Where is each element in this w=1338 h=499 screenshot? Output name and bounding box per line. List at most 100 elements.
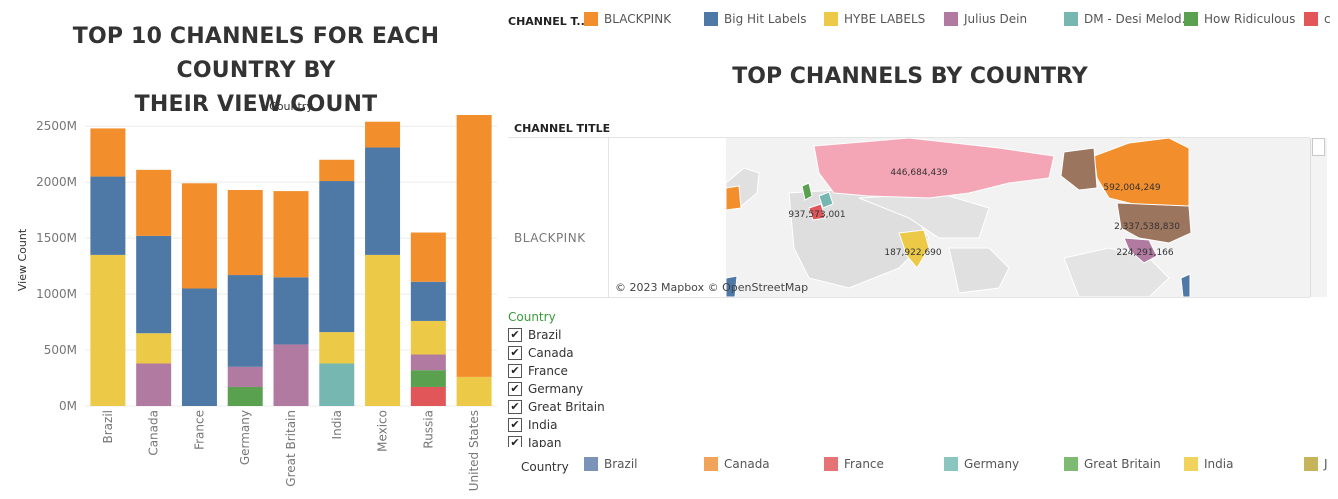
bar-segment[interactable]	[319, 159, 355, 182]
filter-item-great-britain[interactable]: ✔ Great Britain	[508, 399, 605, 415]
filter-item-france[interactable]: ✔ France	[508, 363, 568, 379]
country-legend-france[interactable]: France	[824, 457, 884, 471]
bar-segment[interactable]	[227, 366, 263, 387]
legend-item-hybe-labels[interactable]: HYBE LABELS	[824, 12, 925, 26]
region-great-britain[interactable]	[801, 182, 813, 201]
region-germany[interactable]	[818, 191, 834, 209]
legend-swatch	[704, 457, 718, 471]
checkbox[interactable]: ✔	[508, 328, 522, 342]
region-brazil[interactable]	[1180, 273, 1191, 297]
country-legend-canada[interactable]: Canada	[704, 457, 770, 471]
bar-segment[interactable]	[410, 232, 446, 282]
country-legend-j[interactable]: J	[1304, 457, 1328, 471]
region-india[interactable]	[898, 229, 930, 269]
x-tick-label: Canada	[147, 410, 161, 456]
bar-segment[interactable]	[227, 189, 263, 276]
bar-segment[interactable]	[365, 254, 401, 406]
checkbox[interactable]: ✔	[508, 400, 522, 414]
bar-segment[interactable]	[136, 333, 172, 364]
legend-item-desi-melodies[interactable]: DM - Desi Melod..	[1064, 12, 1189, 26]
y-tick-label: 1000M	[36, 287, 77, 301]
checkbox[interactable]: ✔	[508, 364, 522, 378]
bar-segment[interactable]	[365, 147, 401, 255]
checkbox[interactable]: ✔	[508, 346, 522, 360]
legend-item-c[interactable]: c	[1304, 12, 1331, 26]
region-mexico[interactable]	[1123, 237, 1158, 264]
bar-segment[interactable]	[410, 354, 446, 371]
x-tick-label: Great Britain	[284, 410, 298, 487]
y-tick-label: 500M	[44, 343, 77, 357]
bar-segment[interactable]	[90, 176, 126, 255]
bar-segment[interactable]	[319, 332, 355, 364]
country-legend-germany[interactable]: Germany	[944, 457, 1019, 471]
y-tick-label: 0M	[59, 399, 77, 413]
region-brazil-west[interactable]	[725, 275, 738, 297]
bar-segment[interactable]	[227, 275, 263, 367]
channel-title-header: CHANNEL TITLE	[514, 122, 611, 135]
country-legend-india[interactable]: India	[1184, 457, 1233, 471]
bars[interactable]	[90, 115, 492, 406]
bar-segment[interactable]	[181, 183, 217, 289]
bar-segment[interactable]	[90, 254, 126, 406]
legend-label: DM - Desi Melod..	[1084, 12, 1190, 26]
region-alaska[interactable]	[1060, 147, 1098, 191]
bar-segment[interactable]	[410, 281, 446, 321]
filter-item-japan[interactable]: ✔ Japan	[508, 435, 561, 447]
legend-label: France	[844, 457, 884, 471]
chart-title-line-1: TOP 10 CHANNELS FOR EACH COUNTRY BY	[72, 24, 440, 83]
region-russia[interactable]	[813, 138, 1055, 199]
bar-segment[interactable]	[456, 376, 492, 406]
country-legend-great-britain[interactable]: Great Britain	[1064, 457, 1161, 471]
legend-item-julius-dein[interactable]: Julius Dein	[944, 12, 1027, 26]
channel-legend-title: CHANNEL T..	[508, 15, 585, 28]
region-europe-orange[interactable]	[725, 185, 742, 211]
legend-item-blackpink[interactable]: BLACKPINK	[584, 12, 671, 26]
bar-segment[interactable]	[456, 115, 492, 377]
bar-segment[interactable]	[136, 363, 172, 406]
x-tick-label: United States	[467, 410, 481, 491]
filter-label: Germany	[528, 382, 584, 396]
bar-segment[interactable]	[90, 128, 126, 177]
bar-segment[interactable]	[136, 169, 172, 236]
checkbox[interactable]: ✔	[508, 436, 522, 447]
bar-segment[interactable]	[273, 191, 309, 278]
map-value-label: 224,291,166	[1116, 248, 1174, 258]
x-tick-label: Mexico	[376, 410, 390, 452]
map-scrollbar[interactable]	[1310, 138, 1327, 297]
map-value-label: 446,684,439	[890, 168, 948, 178]
checkbox[interactable]: ✔	[508, 382, 522, 396]
filter-item-india[interactable]: ✔ India	[508, 417, 557, 433]
bar-segment[interactable]	[273, 277, 309, 345]
filter-label: Great Britain	[528, 400, 605, 414]
map-attribution[interactable]: © 2023 Mapbox © OpenStreetMap	[615, 281, 808, 294]
country-filter-title: Country	[508, 310, 556, 324]
world-map[interactable]: 446,684,439 592,004,249 937,573,001 2,33…	[609, 138, 1310, 297]
bar-segment[interactable]	[365, 121, 401, 148]
filter-label: Japan	[528, 436, 562, 447]
bar-segment[interactable]	[136, 235, 172, 334]
bar-segment[interactable]	[410, 320, 446, 355]
map-title: TOP CHANNELS BY COUNTRY	[732, 64, 1088, 89]
bar-segment[interactable]	[319, 181, 355, 333]
map-scrollbar-thumb[interactable]	[1312, 138, 1325, 156]
legend-item-big-hit-labels[interactable]: Big Hit Labels	[704, 12, 807, 26]
checkbox[interactable]: ✔	[508, 418, 522, 432]
country-legend-brazil[interactable]: Brazil	[584, 457, 638, 471]
filter-item-brazil[interactable]: ✔ Brazil	[508, 327, 562, 343]
region-united-states[interactable]	[1116, 202, 1192, 244]
country-filter-list[interactable]: ✔ Brazil ✔ Canada ✔ France ✔ Germany ✔ Great …	[500, 325, 800, 447]
map-canvas[interactable]: 446,684,439 592,004,249 937,573,001 2,33…	[609, 138, 1310, 297]
legend-swatch	[1184, 12, 1198, 26]
filter-item-canada[interactable]: ✔ Canada	[508, 345, 574, 361]
filter-item-germany[interactable]: ✔ Germany	[508, 381, 583, 397]
bar-segment[interactable]	[410, 370, 446, 387]
legend-label: India	[1204, 457, 1234, 471]
bar-segment[interactable]	[227, 386, 263, 406]
region-france[interactable]	[808, 203, 826, 221]
bar-segment[interactable]	[181, 288, 217, 406]
stacked-bar-chart[interactable]: Country View Count 0M 500M 1000M 1500M 2000M…	[0, 90, 505, 499]
bar-segment[interactable]	[273, 344, 309, 406]
legend-item-how-ridiculous[interactable]: How Ridiculous	[1184, 12, 1295, 26]
bar-segment[interactable]	[410, 386, 446, 406]
bar-segment[interactable]	[319, 363, 355, 406]
